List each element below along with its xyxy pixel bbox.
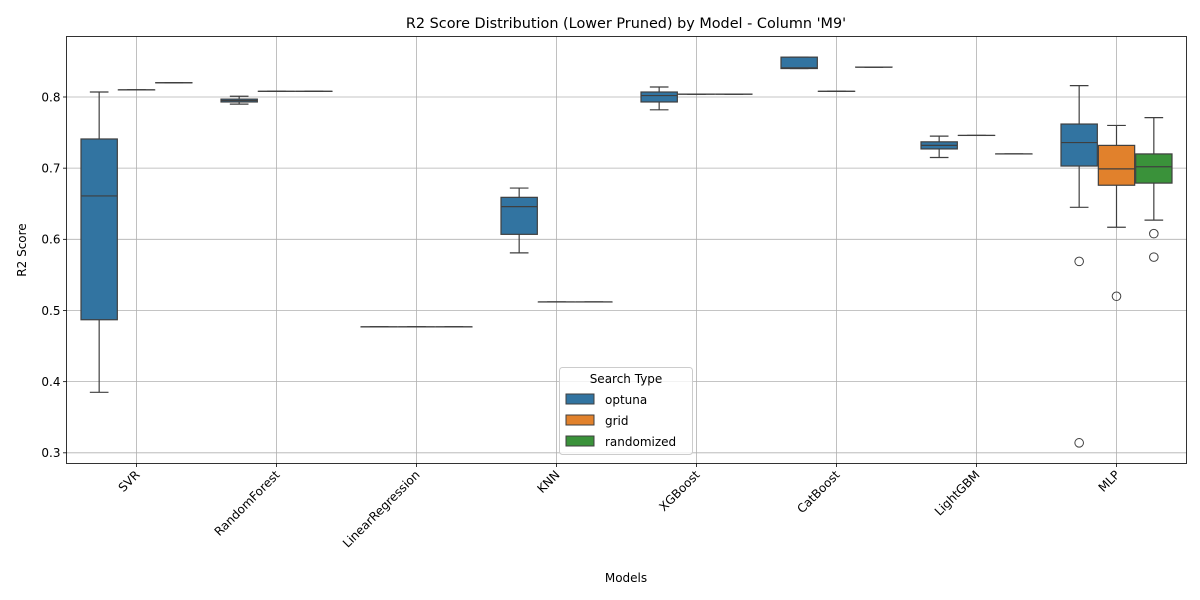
outlier-point <box>1111 291 1122 302</box>
legend-swatch-grid <box>565 414 595 426</box>
outlier-point <box>1074 256 1084 267</box>
box-optuna-RandomForest <box>220 95 258 105</box>
x-axis-ticks: SVR RandomForest LinearRegression KNN XGBoos… <box>116 463 1123 551</box>
x-tick-label: RandomForest <box>212 468 283 539</box>
plot-frame <box>66 36 1187 464</box>
x-tick-label: XGBoost <box>656 468 702 514</box>
y-tick-label: 0.4 <box>41 375 60 389</box>
box-marks <box>80 56 1173 448</box>
iqr-box <box>80 138 118 321</box>
x-tick-label: KNN <box>534 468 562 496</box>
box-optuna-SVR <box>80 91 118 393</box>
y-tick-label: 0.8 <box>41 90 60 104</box>
y-tick-label: 0.3 <box>41 446 60 460</box>
y-axis-ticks: 0.3 0.4 0.5 0.6 0.7 0.8 <box>41 90 67 460</box>
box-grid-MLP <box>1097 124 1136 302</box>
iqr-box <box>500 196 538 235</box>
legend-label-optuna: optuna <box>605 393 647 407</box>
legend: Search Type optuna grid randomized <box>559 367 693 455</box>
y-tick-label: 0.6 <box>41 233 60 247</box>
iqr-box <box>1097 144 1136 186</box>
iqr-box <box>780 56 818 70</box>
y-axis-label: R2 Score <box>15 223 29 276</box>
iqr-box <box>1060 123 1098 167</box>
x-tick-label: CatBoost <box>794 468 843 517</box>
box-optuna-CatBoost <box>780 56 818 70</box>
box-optuna-KNN <box>500 187 538 254</box>
x-tick-label: MLP <box>1096 468 1123 495</box>
legend-frame <box>559 367 693 455</box>
outlier-point <box>1074 438 1084 448</box>
box-optuna-MLP <box>1060 85 1098 448</box>
box-optuna-XGBoost <box>640 86 678 111</box>
box-optuna-LightGBM <box>920 135 958 159</box>
legend-swatch-randomized <box>565 435 595 447</box>
y-tick-label: 0.7 <box>41 161 60 175</box>
x-tick-label: LightGBM <box>932 468 983 519</box>
iqr-box <box>1135 153 1173 184</box>
x-axis-label: Models <box>605 571 647 585</box>
legend-swatch-optuna <box>565 393 595 405</box>
legend-label-grid: grid <box>605 414 629 428</box>
legend-title: Search Type <box>590 372 663 386</box>
outlier-point <box>1149 228 1159 239</box>
chart-title: R2 Score Distribution (Lower Pruned) by … <box>406 16 846 32</box>
x-tick-label: LinearRegression <box>340 468 423 551</box>
grid-lines <box>66 36 1187 464</box>
outlier-point <box>1149 252 1159 262</box>
iqr-box <box>640 91 678 103</box>
legend-label-randomized: randomized <box>605 435 676 449</box>
y-tick-label: 0.5 <box>41 304 60 318</box>
box-randomized-MLP <box>1135 117 1173 262</box>
x-tick-label: SVR <box>116 468 143 495</box>
